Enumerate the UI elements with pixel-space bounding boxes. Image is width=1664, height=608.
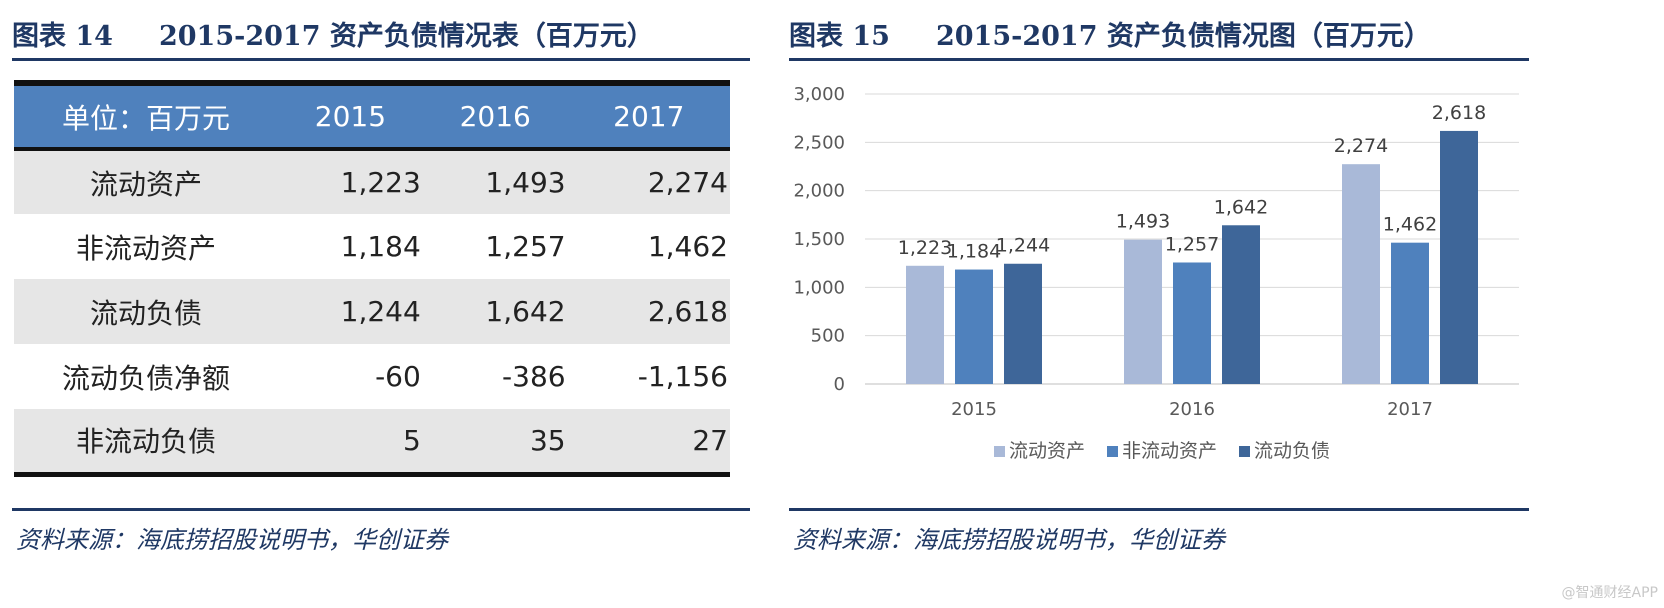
- y-tick-label: 0: [834, 374, 845, 395]
- data-label: 2,274: [1334, 135, 1388, 157]
- chart-figure-caption: 2015-2017 资产负债情况图（百万元）: [935, 21, 1431, 52]
- row-label: 非流动资产: [75, 231, 216, 265]
- bar: [1342, 164, 1380, 384]
- chart-figure-number: 图表 15: [789, 21, 890, 52]
- y-tick-label: 3,000: [793, 84, 845, 105]
- chart-figure-title: 图表 15 2015-2017 资产负债情况图（百万元）: [789, 14, 1431, 53]
- row-label: 非流动负债: [75, 425, 216, 459]
- table-figure-title: 图表 14 2015-2017 资产负债情况表（百万元）: [12, 14, 654, 53]
- bar: [1222, 225, 1260, 384]
- bottom-rule: [789, 508, 1529, 511]
- data-label: 1,493: [1116, 211, 1170, 233]
- bar: [1173, 262, 1211, 384]
- table-figure-number: 图表 14: [12, 21, 113, 52]
- table-row: 非流动负债 5 35 27: [14, 409, 730, 474]
- cell-value: 5: [402, 423, 421, 457]
- cell-value: -60: [375, 360, 421, 393]
- table-figure-caption: 2015-2017 资产负债情况表（百万元）: [158, 21, 654, 52]
- legend-label: 非流动资产: [1122, 440, 1217, 462]
- cell-value: 1,257: [485, 230, 566, 263]
- data-label: 1,244: [996, 235, 1050, 257]
- cell-value: -386: [502, 360, 566, 393]
- y-tick-label: 2,000: [793, 181, 845, 202]
- table-header-unit: 单位：百万元: [61, 101, 230, 135]
- bar: [906, 265, 944, 384]
- cell-value: 1,493: [485, 166, 566, 199]
- legend-label: 流动负债: [1254, 440, 1330, 462]
- bar: [955, 269, 993, 384]
- bar: [1440, 130, 1478, 384]
- y-tick-label: 500: [811, 326, 845, 347]
- data-label: 1,642: [1214, 196, 1268, 218]
- bar-chart: 05001,0001,5002,0002,5003,0001,2231,1841…: [793, 84, 1519, 462]
- chart-source-note: 资料来源：海底捞招股说明书，华创证券: [793, 526, 1225, 554]
- x-tick-label: 2017: [1387, 399, 1433, 420]
- y-tick-label: 2,500: [793, 132, 845, 153]
- table-header-2015: 2015: [314, 100, 387, 133]
- title-rule: [12, 58, 750, 61]
- data-label: 1,184: [947, 241, 1001, 263]
- cell-value: 2,618: [647, 295, 728, 328]
- title-rule: [789, 58, 1529, 61]
- bottom-rule: [12, 508, 750, 511]
- cell-value: 1,184: [340, 230, 421, 263]
- data-label: 2,618: [1432, 102, 1486, 124]
- watermark: @智通财经APP: [1561, 585, 1658, 601]
- table-row: 非流动资产 1,184 1,257 1,462: [14, 214, 730, 279]
- data-label: 1,462: [1383, 214, 1437, 236]
- balance-sheet-table: 单位：百万元 2015 2016 2017 流动资产 1,223 1,493 2…: [14, 80, 730, 477]
- cell-value: 27: [692, 423, 728, 457]
- cell-value: 35: [529, 423, 566, 457]
- y-tick-label: 1,500: [793, 229, 845, 250]
- bar: [1391, 242, 1429, 384]
- table-row: 流动负债 1,244 1,642 2,618: [14, 279, 730, 344]
- x-tick-label: 2016: [1169, 399, 1215, 420]
- x-tick-label: 2015: [951, 399, 997, 420]
- row-label: 流动负债净额: [61, 361, 230, 395]
- table-row: 流动资产 1,223 1,493 2,274: [14, 149, 730, 214]
- legend-swatch: [1239, 446, 1250, 457]
- legend-swatch: [1107, 446, 1118, 457]
- row-label: 流动负债: [89, 296, 202, 330]
- table-header-2017: 2017: [613, 100, 685, 133]
- row-label: 流动资产: [89, 167, 202, 201]
- cell-value: 1,223: [340, 166, 421, 199]
- bar: [1004, 263, 1042, 384]
- cell-value: -1,156: [637, 360, 728, 393]
- table-header-row: 单位：百万元 2015 2016 2017: [14, 83, 730, 149]
- data-label: 1,223: [898, 237, 952, 259]
- data-label: 1,257: [1165, 233, 1219, 255]
- cell-value: 1,244: [340, 295, 421, 328]
- table-row: 流动负债净额 -60 -386 -1,156: [14, 344, 730, 409]
- bar: [1124, 239, 1162, 384]
- table-header-2016: 2016: [459, 100, 531, 133]
- table-source-note: 资料来源：海底捞招股说明书，华创证券: [16, 526, 448, 554]
- cell-value: 2,274: [647, 166, 728, 199]
- y-tick-label: 1,000: [793, 277, 845, 298]
- legend-swatch: [994, 446, 1005, 457]
- legend-label: 流动资产: [1009, 440, 1085, 462]
- cell-value: 1,642: [485, 295, 566, 328]
- cell-value: 1,462: [647, 230, 728, 263]
